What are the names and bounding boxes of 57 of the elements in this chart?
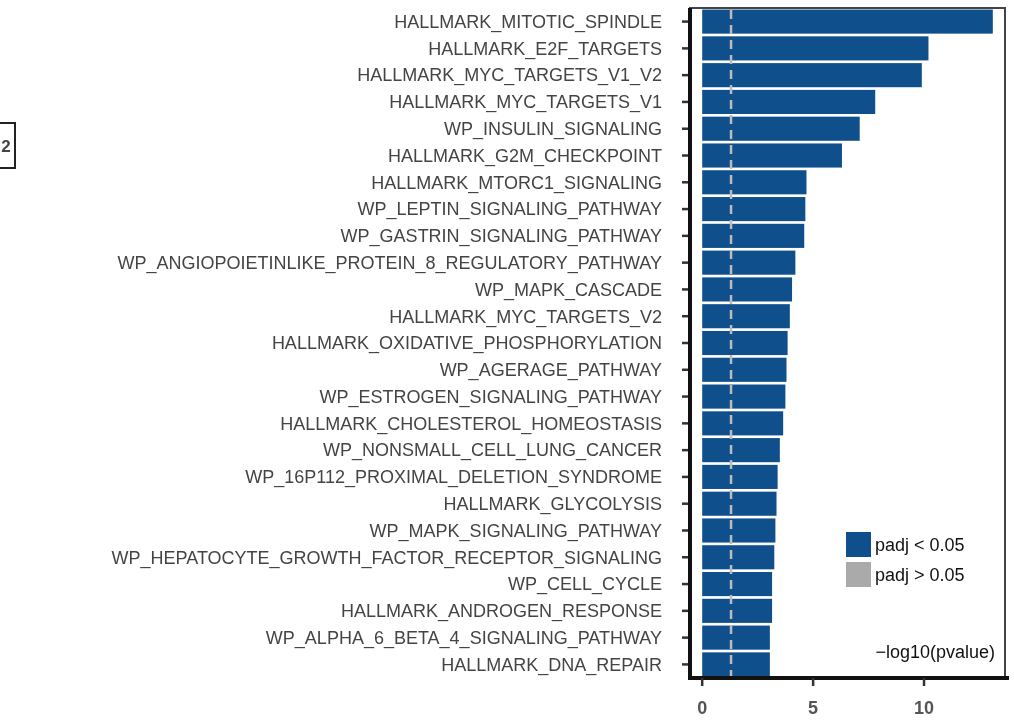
y-tick-label: WP_NONSMALL_CELL_LUNG_CANCER xyxy=(322,440,662,462)
y-tick-label: WP_INSULIN_SIGNALING xyxy=(443,119,662,141)
y-tick-label: WP_GASTRIN_SIGNALING_PATHWAY xyxy=(340,226,662,248)
bar xyxy=(702,572,773,597)
bar xyxy=(702,143,842,168)
x-axis-title: −log10(pvalue) xyxy=(875,642,995,662)
legend-label: padj > 0.05 xyxy=(875,565,965,586)
y-tick-label: WP_HEPATOCYTE_GROWTH_FACTOR_RECEPTOR_SIGNALING xyxy=(111,547,662,569)
bar xyxy=(702,598,773,623)
bar xyxy=(702,545,775,570)
bar xyxy=(702,652,770,677)
bar xyxy=(702,491,777,516)
bar xyxy=(702,250,796,275)
y-tick-label: HALLMARK_MYC_TARGETS_V1 xyxy=(389,92,662,114)
y-tick-label: HALLMARK_DNA_REPAIR xyxy=(441,654,662,676)
y-tick-label: HALLMARK_MYC_TARGETS_V2 xyxy=(389,306,662,328)
bar xyxy=(702,9,993,34)
y-tick-label: HALLMARK_MITOTIC_SPINDLE xyxy=(394,11,662,33)
bar xyxy=(702,411,784,436)
y-tick-label: HALLMARK_ANDROGEN_RESPONSE xyxy=(340,601,662,623)
y-tick-label: WP_ANGIOPOIETINLIKE_PROTEIN_8_REGULATORY_PATHWAY xyxy=(117,252,662,274)
bar xyxy=(702,89,876,114)
bar xyxy=(702,197,806,222)
bar xyxy=(702,357,787,382)
bar xyxy=(702,170,807,195)
y-tick-label: HALLMARK_MYC_TARGETS_V1_V2 xyxy=(357,65,662,87)
text: 2 xyxy=(1,136,11,156)
bar xyxy=(702,518,776,543)
bar xyxy=(702,116,860,141)
bar xyxy=(702,464,778,489)
x-tick-label: 10 xyxy=(914,698,935,718)
x-tick-label: 5 xyxy=(808,698,819,718)
bar xyxy=(702,625,770,650)
bar xyxy=(702,330,788,356)
bar xyxy=(702,63,922,88)
y-tick-label: WP_LEPTIN_SIGNALING_PATHWAY xyxy=(357,199,662,221)
bar xyxy=(702,36,929,61)
legend-label: padj < 0.05 xyxy=(875,535,965,556)
bar xyxy=(702,277,793,302)
y-tick-label: WP_MAPK_CASCADE xyxy=(474,279,662,301)
y-tick-label: WP_16P112_PROXIMAL_DELETION_SYNDROME xyxy=(245,467,662,489)
y-tick-label: WP_AGERAGE_PATHWAY xyxy=(439,360,662,382)
y-tick-label: WP_MAPK_SIGNALING_PATHWAY xyxy=(369,520,662,542)
y-tick-label: HALLMARK_G2M_CHECKPOINT xyxy=(387,145,662,167)
y-tick-label: HALLMARK_GLYCOLYSIS xyxy=(443,494,662,516)
y-tick-label: HALLMARK_OXIDATIVE_PHOSPHORYLATION xyxy=(271,333,662,355)
y-tick-label: HALLMARK_MTORC1_SIGNALING xyxy=(371,172,662,194)
y-tick-label: HALLMARK_E2F_TARGETS xyxy=(428,38,662,60)
bar xyxy=(702,304,790,329)
y-tick-label: WP_ESTROGEN_SIGNALING_PATHWAY xyxy=(319,386,662,408)
bar xyxy=(702,384,786,409)
y-tick-label: WP_ALPHA_6_BETA_4_SIGNALING_PATHWAY xyxy=(265,627,662,649)
x-tick-label: 0 xyxy=(697,698,708,718)
bar xyxy=(702,223,805,248)
y-tick-label: HALLMARK_CHOLESTEROL_HOMEOSTASIS xyxy=(280,413,662,435)
bar xyxy=(702,438,780,463)
y-tick-label: WP_CELL_CYCLE xyxy=(507,574,662,596)
